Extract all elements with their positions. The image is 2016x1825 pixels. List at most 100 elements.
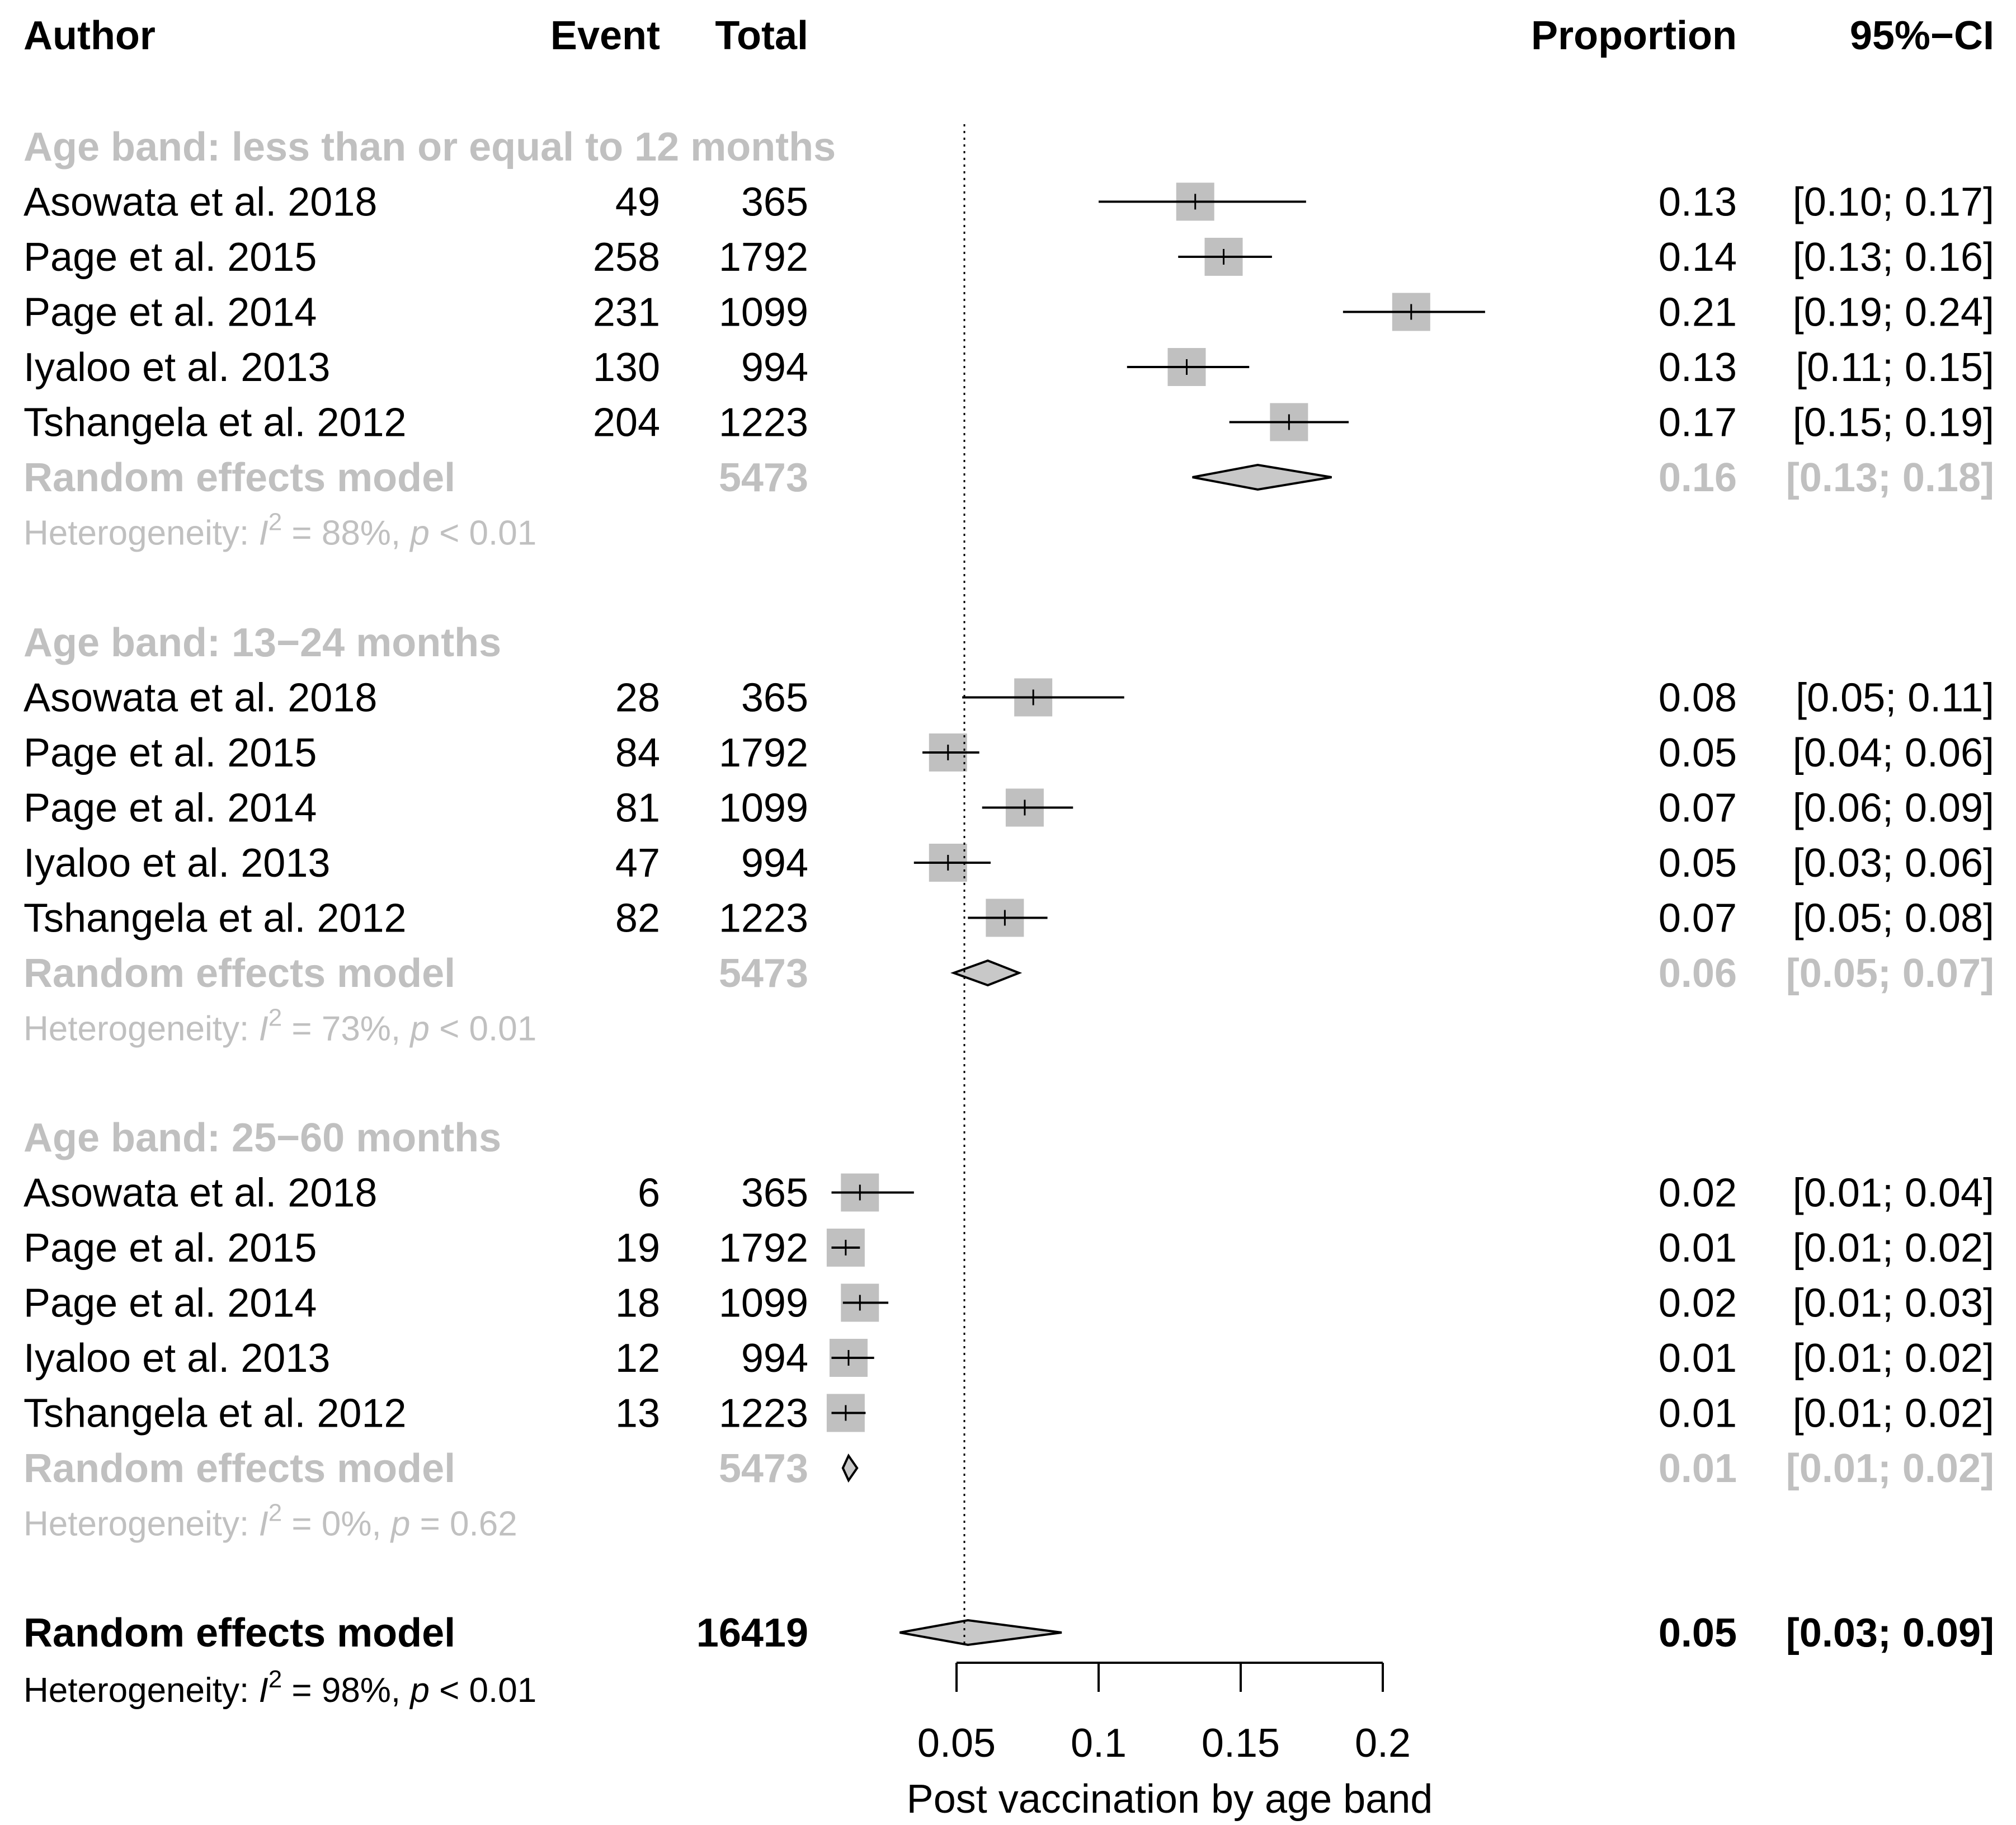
- study-proportion: 0.01: [1659, 1226, 1737, 1271]
- study-ci: [0.01; 0.02]: [1793, 1226, 1994, 1271]
- study-event: 47: [615, 841, 660, 886]
- study-proportion: 0.07: [1659, 896, 1737, 941]
- study-ci: [0.01; 0.02]: [1793, 1336, 1994, 1381]
- study-event: 81: [615, 786, 660, 831]
- study-ci: [0.01; 0.04]: [1793, 1171, 1994, 1216]
- header-ci: 95%−CI: [1850, 13, 1994, 58]
- group-label: Age band: 13−24 months: [23, 620, 501, 665]
- study-ci: [0.11; 0.15]: [1796, 345, 1994, 390]
- heterogeneity-text: Heterogeneity: I2 = 73%, p < 0.01: [23, 1004, 536, 1048]
- header-total: Total: [715, 13, 808, 58]
- study-ci: [0.06; 0.09]: [1793, 786, 1994, 831]
- x-tick-label: 0.05: [917, 1721, 996, 1766]
- overall-heterogeneity-text: Heterogeneity: I2 = 98%, p < 0.01: [23, 1666, 536, 1710]
- summary-proportion: 0.16: [1659, 455, 1737, 500]
- study-total: 1099: [719, 786, 808, 831]
- study-total: 365: [741, 1171, 808, 1216]
- summary-ci: [0.13; 0.18]: [1786, 455, 1994, 500]
- summary-total: 5473: [719, 951, 808, 996]
- study-total: 1792: [719, 1226, 808, 1271]
- study-event: 12: [615, 1336, 660, 1381]
- x-axis-label: Post vaccination by age band: [907, 1777, 1433, 1822]
- study-total: 994: [741, 841, 808, 886]
- study-event: 13: [615, 1391, 660, 1436]
- summary-ci: [0.01; 0.02]: [1786, 1446, 1994, 1491]
- study-proportion: 0.14: [1659, 235, 1737, 280]
- study-ci: [0.05; 0.11]: [1796, 676, 1994, 721]
- study-ci: [0.04; 0.06]: [1793, 731, 1994, 775]
- group-label: Age band: less than or equal to 12 month…: [23, 125, 836, 170]
- study-author: Page et al. 2015: [23, 1226, 317, 1271]
- study-event: 258: [593, 235, 660, 280]
- study-event: 82: [615, 896, 660, 941]
- study-author: Tshangela et al. 2012: [23, 1391, 407, 1436]
- summary-proportion: 0.01: [1659, 1446, 1737, 1491]
- study-ci: [0.13; 0.16]: [1793, 235, 1994, 280]
- study-author: Page et al. 2014: [23, 1281, 317, 1326]
- study-total: 1792: [719, 731, 808, 775]
- x-tick-label: 0.1: [1071, 1721, 1127, 1766]
- study-proportion: 0.13: [1659, 345, 1737, 390]
- study-event: 19: [615, 1226, 660, 1271]
- study-author: Page et al. 2014: [23, 786, 317, 831]
- study-total: 1223: [719, 401, 808, 445]
- study-total: 1099: [719, 1281, 808, 1326]
- overall-total: 16419: [696, 1611, 808, 1655]
- study-total: 1223: [719, 896, 808, 941]
- study-proportion: 0.05: [1659, 731, 1737, 775]
- study-author: Iyaloo et al. 2013: [23, 1336, 330, 1381]
- study-ci: [0.19; 0.24]: [1793, 290, 1994, 335]
- overall-proportion: 0.05: [1659, 1611, 1737, 1655]
- study-proportion: 0.08: [1659, 676, 1737, 721]
- study-proportion: 0.01: [1659, 1336, 1737, 1381]
- summary-diamond: [950, 959, 1023, 987]
- study-ci: [0.15; 0.19]: [1793, 401, 1994, 445]
- study-proportion: 0.01: [1659, 1391, 1737, 1436]
- study-event: 84: [615, 731, 660, 775]
- study-total: 365: [741, 676, 808, 721]
- header-author: Author: [23, 13, 156, 58]
- overall-ci: [0.03; 0.09]: [1786, 1611, 1994, 1655]
- study-ci: [0.10; 0.17]: [1793, 180, 1994, 225]
- group-label: Age band: 25−60 months: [23, 1116, 501, 1160]
- study-ci: [0.05; 0.08]: [1793, 896, 1994, 941]
- study-event: 28: [615, 676, 660, 721]
- overall-label: Random effects model: [23, 1611, 455, 1655]
- study-proportion: 0.05: [1659, 841, 1737, 886]
- study-total: 1223: [719, 1391, 808, 1436]
- summary-proportion: 0.06: [1659, 951, 1737, 996]
- study-ci: [0.01; 0.03]: [1793, 1281, 1994, 1326]
- summary-diamond: [1192, 463, 1332, 491]
- summary-ci: [0.05; 0.07]: [1786, 951, 1994, 996]
- summary-total: 5473: [719, 1446, 808, 1491]
- header-proportion: Proportion: [1531, 13, 1737, 58]
- summary-label: Random effects model: [23, 1446, 455, 1491]
- summary-diamond: [841, 1453, 859, 1483]
- study-author: Asowata et al. 2018: [23, 676, 377, 721]
- study-proportion: 0.02: [1659, 1171, 1737, 1216]
- x-tick-label: 0.2: [1355, 1721, 1411, 1766]
- study-proportion: 0.13: [1659, 180, 1737, 225]
- study-author: Asowata et al. 2018: [23, 180, 377, 225]
- study-event: 18: [615, 1281, 660, 1326]
- study-event: 49: [615, 180, 660, 225]
- study-proportion: 0.02: [1659, 1281, 1737, 1326]
- overall-diamond: [899, 1619, 1062, 1647]
- study-proportion: 0.17: [1659, 401, 1737, 445]
- study-total: 994: [741, 1336, 808, 1381]
- study-total: 1792: [719, 235, 808, 280]
- summary-label: Random effects model: [23, 455, 455, 500]
- study-event: 204: [593, 401, 660, 445]
- study-author: Tshangela et al. 2012: [23, 896, 407, 941]
- study-author: Page et al. 2015: [23, 235, 317, 280]
- heterogeneity-text: Heterogeneity: I2 = 0%, p = 0.62: [23, 1499, 517, 1544]
- study-ci: [0.03; 0.06]: [1793, 841, 1994, 886]
- study-event: 231: [593, 290, 660, 335]
- summary-total: 5473: [719, 455, 808, 500]
- study-proportion: 0.21: [1659, 290, 1737, 335]
- study-event: 130: [593, 345, 660, 390]
- study-author: Asowata et al. 2018: [23, 1171, 377, 1216]
- header-event: Event: [550, 13, 660, 58]
- x-tick-label: 0.15: [1202, 1721, 1280, 1766]
